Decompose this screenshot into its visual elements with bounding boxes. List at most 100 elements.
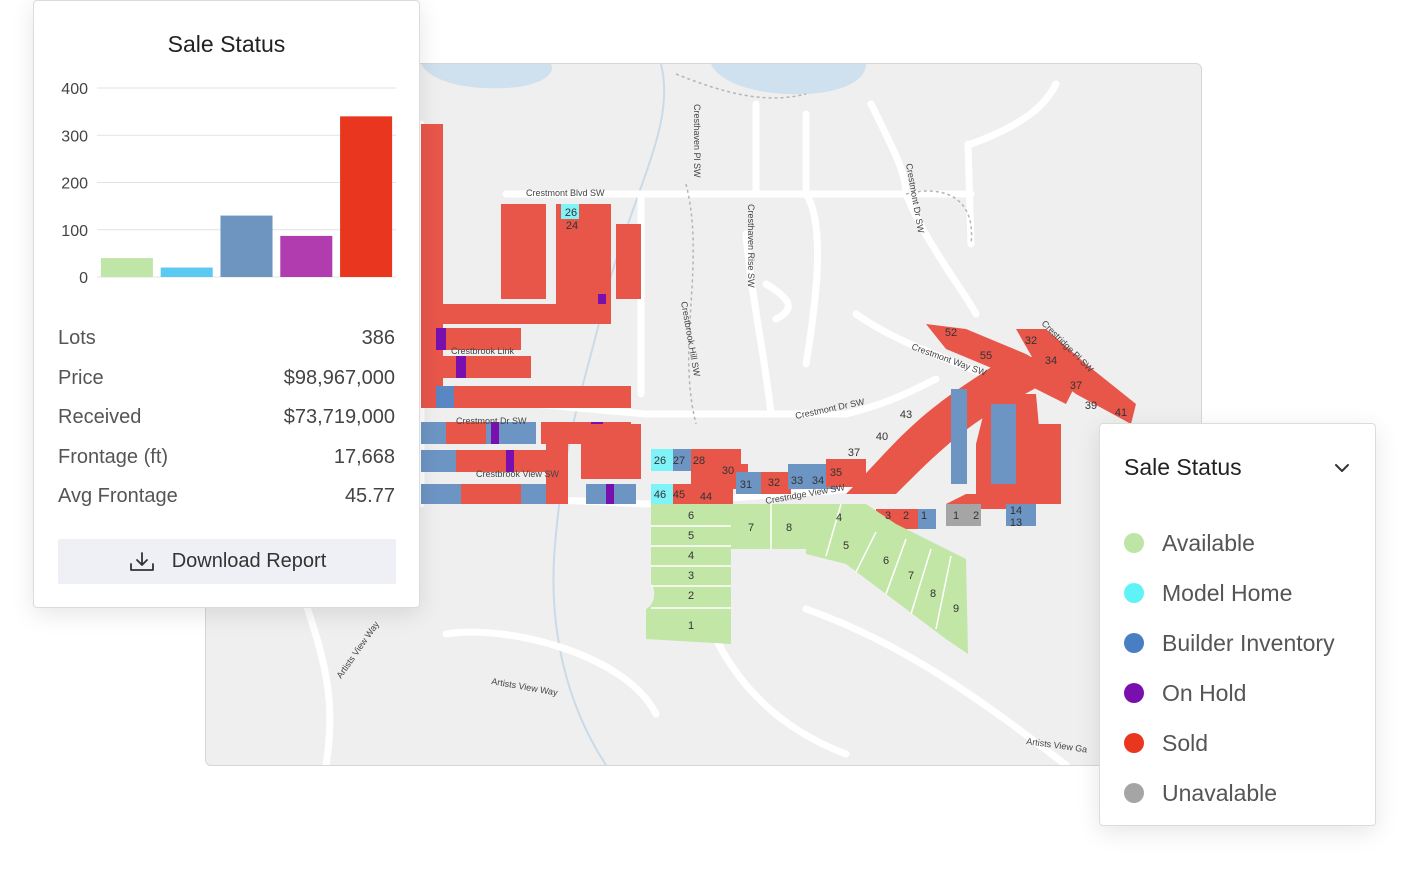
legend-item[interactable]: Builder Inventory <box>1124 618 1335 668</box>
svg-text:41: 41 <box>1115 407 1127 419</box>
svg-text:34: 34 <box>812 475 824 487</box>
chevron-down-icon[interactable] <box>1333 462 1351 474</box>
svg-text:45: 45 <box>673 489 685 501</box>
stat-value: $98,967,000 <box>283 366 395 389</box>
svg-text:37: 37 <box>848 447 860 459</box>
stat-value: 386 <box>361 327 395 350</box>
legend-color-dot <box>1124 783 1144 803</box>
stats-title: Sale Status <box>167 31 286 57</box>
lake-shape <box>711 64 866 95</box>
svg-text:2: 2 <box>903 510 909 522</box>
stat-label: Price <box>58 366 104 389</box>
svg-text:7: 7 <box>748 522 754 534</box>
stat-label: Frontage (ft) <box>58 445 169 468</box>
svg-text:40: 40 <box>876 431 888 443</box>
bar-model-home[interactable] <box>160 267 213 277</box>
svg-text:3: 3 <box>885 510 891 522</box>
stat-value: 45.77 <box>344 485 395 508</box>
svg-text:27: 27 <box>673 455 685 467</box>
stat-value: $73,719,000 <box>283 406 395 429</box>
svg-text:52: 52 <box>945 327 957 339</box>
svg-text:34: 34 <box>1045 355 1057 367</box>
bar-sold[interactable] <box>340 116 393 277</box>
legend-color-dot <box>1124 533 1144 553</box>
stat-label: Received <box>58 406 142 429</box>
svg-text:7: 7 <box>908 570 914 582</box>
svg-text:Crestbrook Hill SW: Crestbrook Hill SW <box>679 301 702 378</box>
svg-text:32: 32 <box>768 477 780 489</box>
y-tick-label: 200 <box>61 176 88 193</box>
svg-text:43: 43 <box>900 409 912 421</box>
sale-status-card: Sale Status 0 100 200 300 400 Lots 386 Price $9… <box>33 0 420 608</box>
sale-status-bar-chart: 0 100 200 300 400 <box>61 81 396 287</box>
legend-item[interactable]: Model Home <box>1124 568 1335 618</box>
svg-text:35: 35 <box>830 467 842 479</box>
download-report-button[interactable]: Download Report <box>58 539 396 584</box>
legend-color-dot <box>1124 633 1144 653</box>
stat-row: Avg Frontage 45.77 <box>58 477 395 517</box>
legend-item-label: On Hold <box>1162 679 1247 706</box>
legend-title: Sale Status <box>1124 454 1242 480</box>
svg-text:Crestbrook View SW: Crestbrook View SW <box>476 469 559 479</box>
legend-item-label: Available <box>1162 529 1255 556</box>
svg-text:37: 37 <box>1070 380 1082 392</box>
sale-status-legend: Sale Status Available Model Home Builder I… <box>1099 423 1376 826</box>
svg-text:26: 26 <box>654 455 666 467</box>
legend-item[interactable]: Sold <box>1124 718 1335 768</box>
svg-text:9: 9 <box>953 603 959 615</box>
lots-available <box>646 503 968 654</box>
svg-text:4: 4 <box>836 512 842 524</box>
stats-list: Lots 386 Price $98,967,000 Received $73,719,0… <box>58 319 395 517</box>
lots-midwest <box>421 304 641 504</box>
bar-builder-inventory[interactable] <box>220 215 273 277</box>
svg-text:Crestmont Dr SW: Crestmont Dr SW <box>456 416 527 426</box>
svg-text:8: 8 <box>786 522 792 534</box>
svg-text:1: 1 <box>953 510 959 522</box>
legend-item[interactable]: Available <box>1124 518 1335 568</box>
stat-label: Avg Frontage <box>58 485 178 508</box>
svg-text:31: 31 <box>740 479 752 491</box>
legend-header[interactable]: Sale Status <box>1124 454 1351 481</box>
stat-row: Price $98,967,000 <box>58 359 395 399</box>
svg-text:5: 5 <box>843 540 849 552</box>
legend-item-label: Builder Inventory <box>1162 629 1335 656</box>
legend-color-dot <box>1124 683 1144 703</box>
stat-row: Frontage (ft) 17,668 <box>58 438 395 478</box>
stat-label: Lots <box>58 327 96 350</box>
svg-text:32: 32 <box>1025 335 1037 347</box>
bar-on-hold[interactable] <box>280 235 333 277</box>
legend-item[interactable]: Unavalable <box>1124 768 1335 818</box>
stat-value: 17,668 <box>333 445 395 468</box>
svg-text:39: 39 <box>1085 400 1097 412</box>
svg-text:Artists View Ga: Artists View Ga <box>1026 736 1088 754</box>
lots-east <box>846 324 1136 529</box>
legend-item[interactable]: On Hold <box>1124 668 1335 718</box>
y-tick-label: 400 <box>61 81 88 98</box>
svg-text:14: 14 <box>1010 505 1022 517</box>
stat-row: Lots 386 <box>58 319 395 359</box>
y-tick-label: 300 <box>61 128 88 145</box>
svg-text:Cresthaven Rise SW: Cresthaven Rise SW <box>746 204 756 288</box>
svg-text:5: 5 <box>688 530 694 542</box>
stat-row: Received $73,719,000 <box>58 398 395 438</box>
svg-text:30: 30 <box>722 465 734 477</box>
y-tick-label: 0 <box>79 270 88 287</box>
bar-available[interactable] <box>100 258 153 277</box>
legend-list: Available Model Home Builder Inventory On H… <box>1124 518 1335 818</box>
svg-text:1: 1 <box>921 510 927 522</box>
legend-item-label: Sold <box>1162 729 1209 756</box>
svg-text:55: 55 <box>980 350 992 362</box>
download-report-label: Download Report <box>171 550 327 572</box>
svg-text:6: 6 <box>883 555 889 567</box>
svg-text:33: 33 <box>791 475 803 487</box>
y-axis-ticks: 0 100 200 300 400 <box>61 81 88 287</box>
lots-central <box>651 449 866 504</box>
svg-text:2: 2 <box>973 510 979 522</box>
svg-text:26: 26 <box>565 207 577 219</box>
svg-text:46: 46 <box>654 489 666 501</box>
svg-text:1: 1 <box>688 620 694 632</box>
legend-item-label: Unavalable <box>1162 779 1278 806</box>
